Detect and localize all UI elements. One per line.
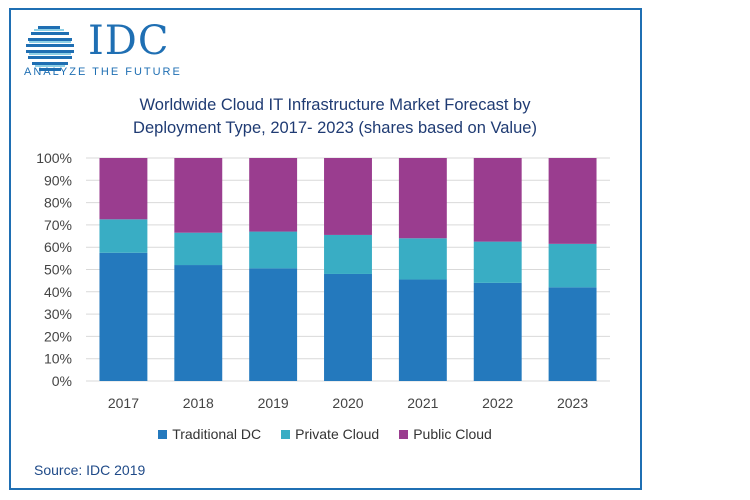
x-tick-label: 2022 [482, 395, 513, 411]
legend-item: Traditional DC [158, 426, 261, 442]
chart-title-line-1: Worldwide Cloud IT Infrastructure Market… [139, 96, 531, 114]
bar-segment [324, 273, 372, 381]
x-tick-label: 2019 [258, 395, 289, 411]
x-tick-label: 2023 [557, 395, 588, 411]
bar-segment [99, 219, 148, 253]
legend-swatch [281, 430, 291, 439]
bar-segment [249, 231, 298, 269]
y-tick-label: 50% [44, 262, 72, 278]
legend-item: Private Cloud [281, 426, 379, 442]
legend-swatch [399, 430, 409, 439]
legend-label: Public Cloud [413, 426, 492, 442]
stacked-bar-chart: 0%10%20%30%40%50%60%70%80%90%100% 2017 20… [36, 150, 610, 411]
y-tick-label: 10% [44, 351, 72, 367]
x-axis-ticks: 2017 2018 2019 2020 2021 2022 2023 [108, 395, 589, 411]
chart-title-line-2: Deployment Type, 2017- 2023 (shares base… [133, 119, 537, 137]
bar-segment [398, 238, 447, 280]
x-tick-label: 2020 [332, 395, 363, 411]
bar-segment [473, 158, 522, 242]
brand-name: IDC [88, 18, 170, 64]
y-tick-label: 90% [44, 172, 72, 188]
y-tick-label: 60% [44, 239, 72, 255]
y-tick-label: 0% [52, 373, 72, 389]
x-tick-label: 2018 [183, 395, 214, 411]
bar-segment [174, 232, 223, 266]
y-tick-label: 100% [36, 150, 72, 166]
bar-segment [249, 158, 298, 232]
bar-segment [473, 241, 522, 283]
chart-title: Worldwide Cloud IT Infrastructure Market… [40, 94, 630, 140]
x-tick-label: 2017 [108, 395, 139, 411]
y-tick-label: 20% [44, 328, 72, 344]
legend-item: Public Cloud [399, 426, 492, 442]
bar-segment [548, 158, 597, 244]
bar-segment [324, 158, 372, 235]
idc-logo-globe-icon [26, 26, 74, 71]
bar-segment [174, 158, 223, 233]
y-tick-label: 30% [44, 306, 72, 322]
bar-segment [473, 282, 522, 381]
bar-segment [99, 252, 148, 381]
bar-segment [249, 268, 298, 381]
bar-segment [398, 158, 447, 239]
chart-legend: Traditional DC Private Cloud Public Cloud [0, 426, 650, 442]
source-note: Source: IDC 2019 [34, 462, 146, 478]
x-tick-label: 2021 [407, 395, 438, 411]
bar-segment [99, 158, 148, 220]
legend-swatch [158, 430, 168, 439]
legend-label: Traditional DC [172, 426, 262, 442]
y-axis-ticks: 0% 10% 20% 30% 40% 50% 60% 70% 80% 90% 100% [36, 150, 72, 389]
brand-tagline: ANALYZE THE FUTURE [24, 66, 182, 78]
bar-segment [324, 234, 372, 274]
y-tick-label: 40% [44, 284, 72, 300]
bar-segment [548, 287, 597, 381]
y-tick-label: 70% [44, 217, 72, 233]
bar-segment [548, 243, 597, 288]
bar-segment [174, 265, 223, 381]
chart-bars [99, 158, 597, 381]
y-tick-label: 80% [44, 195, 72, 211]
bar-segment [398, 279, 447, 381]
legend-label: Private Cloud [295, 426, 380, 442]
